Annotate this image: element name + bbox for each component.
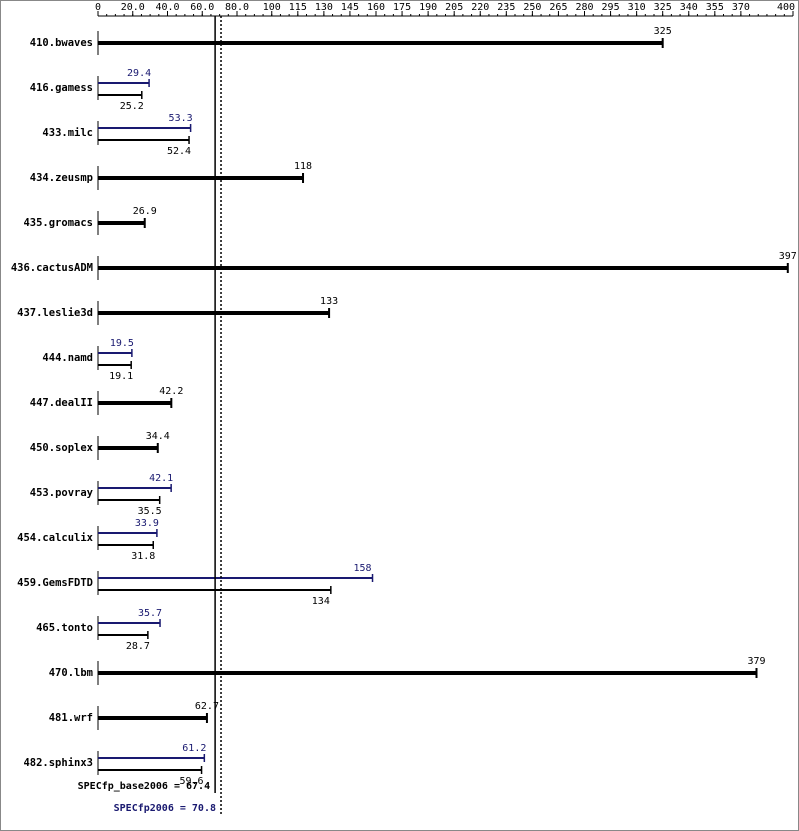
value-label: 19.1 xyxy=(109,371,133,382)
value-label: 25.2 xyxy=(120,101,144,112)
category-label: 482.sphinx3 xyxy=(23,757,93,769)
value-label: 31.8 xyxy=(131,551,155,562)
reference-label: SPECfp2006 = 70.8 xyxy=(114,803,216,814)
category-label: 470.lbm xyxy=(49,667,93,679)
x-tick-label: 220 xyxy=(471,2,489,13)
x-tick-label: 20.0 xyxy=(121,2,145,13)
category-label: 416.gamess xyxy=(30,82,93,94)
category-label: 410.bwaves xyxy=(30,37,93,49)
value-label: 53.3 xyxy=(169,113,193,124)
value-label: 28.7 xyxy=(126,641,150,652)
value-label: 158 xyxy=(353,563,371,574)
x-tick-label: 235 xyxy=(497,2,515,13)
category-label: 481.wrf xyxy=(49,712,93,724)
x-tick-label: 205 xyxy=(445,2,463,13)
value-label: 42.1 xyxy=(149,473,173,484)
value-label: 379 xyxy=(747,656,765,667)
x-tick-label: 370 xyxy=(732,2,750,13)
x-tick-label: 250 xyxy=(523,2,541,13)
category-label: 435.gromacs xyxy=(23,217,93,229)
value-label: 59.6 xyxy=(180,776,204,787)
x-tick-label: 80.0 xyxy=(225,2,249,13)
value-label: 133 xyxy=(320,296,338,307)
value-label: 34.4 xyxy=(146,431,170,442)
value-label: 397 xyxy=(779,251,797,262)
x-tick-label: 295 xyxy=(602,2,620,13)
category-label: 450.soplex xyxy=(30,442,94,454)
value-label: 26.9 xyxy=(133,206,157,217)
category-label: 465.tonto xyxy=(36,622,93,634)
x-tick-label: 160 xyxy=(367,2,385,13)
value-label: 325 xyxy=(654,26,672,37)
value-label: 42.2 xyxy=(159,386,183,397)
category-label: 436.cactusADM xyxy=(11,262,93,274)
value-label: 33.9 xyxy=(135,518,159,529)
x-tick-label: 115 xyxy=(289,2,307,13)
x-tick-label: 175 xyxy=(393,2,411,13)
value-label: 19.5 xyxy=(110,338,134,349)
category-label: 459.GemsFDTD xyxy=(17,577,93,589)
x-tick-label: 355 xyxy=(706,2,724,13)
x-tick-label: 190 xyxy=(419,2,437,13)
x-tick-label: 40.0 xyxy=(155,2,179,13)
x-tick-label: 100 xyxy=(263,2,281,13)
x-tick-label: 340 xyxy=(680,2,698,13)
value-label: 61.2 xyxy=(182,743,206,754)
x-tick-label: 325 xyxy=(654,2,672,13)
category-label: 447.dealII xyxy=(30,397,93,409)
reference-label: SPECfp_base2006 = 67.4 xyxy=(78,781,210,792)
x-tick-label: 0 xyxy=(95,2,101,13)
x-tick-label: 280 xyxy=(575,2,593,13)
category-label: 434.zeusmp xyxy=(30,172,93,184)
value-label: 62.7 xyxy=(195,701,219,712)
value-label: 35.7 xyxy=(138,608,162,619)
value-label: 35.5 xyxy=(138,506,162,517)
value-label: 29.4 xyxy=(127,68,151,79)
value-label: 52.4 xyxy=(167,146,191,157)
x-tick-label: 60.0 xyxy=(190,2,214,13)
category-label: 433.milc xyxy=(42,127,93,139)
value-label: 134 xyxy=(312,596,330,607)
x-tick-label: 310 xyxy=(628,2,646,13)
category-label: 453.povray xyxy=(30,487,94,499)
x-tick-label: 400 xyxy=(777,2,795,13)
category-label: 454.calculix xyxy=(17,532,94,544)
x-tick-label: 130 xyxy=(315,2,333,13)
value-label: 118 xyxy=(294,161,312,172)
category-label: 437.leslie3d xyxy=(17,307,93,319)
x-tick-label: 265 xyxy=(549,2,567,13)
category-label: 444.namd xyxy=(42,352,93,364)
x-tick-label: 145 xyxy=(341,2,359,13)
